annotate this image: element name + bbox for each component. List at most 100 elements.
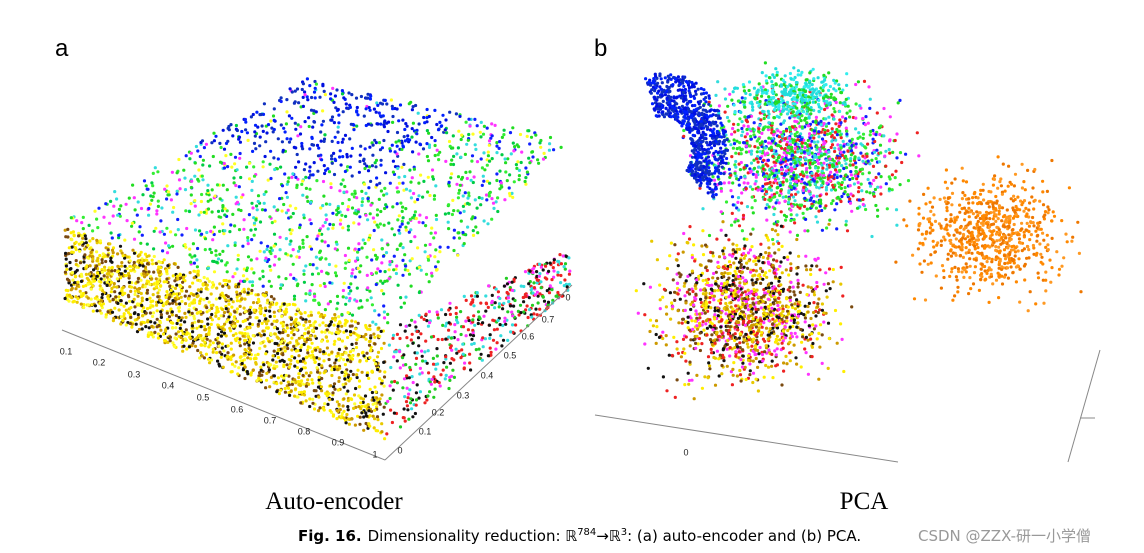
scatter-point	[824, 188, 829, 192]
scatter-point	[335, 242, 339, 246]
scatter-point	[421, 359, 425, 363]
scatter-point	[358, 385, 362, 389]
scatter-point	[264, 256, 268, 260]
scatter-point	[391, 388, 395, 392]
scatter-point	[281, 148, 285, 152]
scatter-point	[367, 165, 372, 169]
scatter-point	[335, 400, 339, 404]
scatter-point	[438, 245, 442, 249]
scatter-point	[254, 362, 258, 366]
scatter-point	[346, 311, 350, 315]
scatter-point	[362, 114, 366, 118]
scatter-point	[510, 323, 515, 327]
scatter-point	[375, 415, 380, 419]
scatter-point	[494, 347, 498, 351]
scatter-point	[196, 288, 201, 292]
scatter-point	[358, 422, 362, 426]
scatter-point	[149, 194, 153, 198]
scatter-point	[539, 145, 543, 149]
scatter-point	[420, 349, 424, 353]
scatter-point	[795, 130, 799, 134]
scatter-point	[258, 277, 262, 281]
scatter-point	[552, 258, 556, 262]
scatter-point	[841, 115, 845, 119]
scatter-point	[199, 297, 203, 301]
scatter-point	[383, 186, 387, 190]
scatter-point	[737, 208, 741, 212]
scatter-point	[273, 167, 277, 172]
scatter-point	[168, 335, 172, 339]
scatter-point	[230, 165, 234, 169]
scatter-point	[330, 373, 334, 378]
scatter-point	[300, 390, 304, 394]
scatter-point	[218, 229, 222, 233]
scatter-point	[275, 327, 280, 331]
scatter-point	[462, 242, 466, 246]
scatter-point	[230, 370, 234, 374]
scatter-point	[827, 163, 832, 167]
scatter-point	[364, 107, 368, 111]
scatter-point	[268, 264, 272, 268]
scatter-point	[408, 365, 412, 370]
scatter-point	[455, 318, 459, 322]
scatter-point	[368, 97, 372, 101]
scatter-point	[175, 192, 179, 196]
scatter-point	[785, 112, 790, 116]
scatter-point	[743, 175, 747, 179]
scatter-point	[378, 369, 382, 373]
scatter-point	[793, 119, 797, 123]
scatter-point	[165, 300, 170, 304]
scatter-point	[178, 326, 182, 330]
scatter-point	[837, 124, 841, 128]
scatter-point	[220, 291, 224, 295]
scatter-point	[219, 145, 223, 150]
scatter-point	[89, 282, 93, 286]
scatter-point	[753, 145, 757, 149]
scatter-point	[447, 184, 451, 188]
scatter-point	[866, 121, 870, 125]
scatter-point	[506, 338, 510, 342]
scatter-point	[133, 292, 137, 297]
scatter-point	[183, 243, 187, 247]
scatter-point	[214, 134, 218, 138]
scatter-point	[376, 103, 380, 107]
scatter-point	[459, 155, 463, 159]
scatter-point	[364, 96, 369, 100]
scatter-point	[382, 316, 387, 320]
scatter-point	[271, 114, 276, 118]
scatter-point	[249, 228, 253, 232]
scatter-point	[475, 160, 480, 164]
scatter-point	[209, 292, 213, 296]
scatter-point	[63, 228, 67, 232]
scatter-point	[738, 117, 742, 121]
scatter-point	[716, 80, 720, 84]
scatter-point	[147, 270, 151, 274]
scatter-point	[132, 196, 136, 200]
scatter-point	[224, 298, 228, 302]
scatter-point	[385, 102, 389, 106]
scatter-point	[854, 82, 858, 87]
scatter-point	[199, 325, 203, 329]
scatter-point	[522, 284, 526, 289]
scatter-point	[425, 398, 429, 402]
scatter-point	[339, 182, 343, 186]
scatter-point	[199, 351, 203, 355]
scatter-point	[71, 230, 75, 234]
scatter-point	[395, 130, 400, 135]
scatter-point	[339, 163, 343, 167]
scatter-point	[464, 334, 468, 338]
scatter-point	[110, 236, 114, 240]
scatter-point	[131, 267, 136, 271]
scatter-point	[402, 377, 407, 381]
scatter-point	[279, 388, 283, 392]
scatter-point	[396, 154, 400, 158]
scatter-point	[474, 147, 478, 151]
scatter-point	[312, 407, 317, 411]
scatter-point	[501, 307, 505, 311]
scatter-point	[491, 318, 495, 322]
scatter-point	[329, 97, 333, 101]
scatter-point	[237, 135, 242, 139]
scatter-point	[751, 187, 755, 191]
scatter-point	[831, 185, 836, 189]
scatter-point	[861, 132, 866, 136]
